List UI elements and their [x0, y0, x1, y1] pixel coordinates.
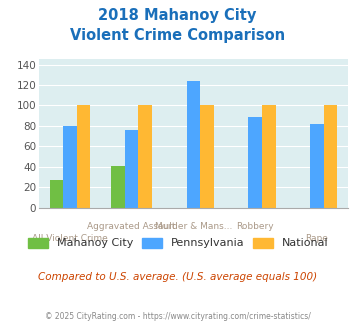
Text: Violent Crime Comparison: Violent Crime Comparison [70, 28, 285, 43]
Text: 2018 Mahanoy City: 2018 Mahanoy City [98, 8, 257, 23]
Bar [111, 166, 125, 208]
Bar [310, 124, 324, 208]
Bar [77, 106, 90, 208]
Text: Aggravated Assault: Aggravated Assault [87, 222, 176, 231]
Bar [187, 81, 200, 208]
Text: © 2025 CityRating.com - https://www.cityrating.com/crime-statistics/: © 2025 CityRating.com - https://www.city… [45, 312, 310, 321]
Bar [63, 126, 77, 208]
Text: Compared to U.S. average. (U.S. average equals 100): Compared to U.S. average. (U.S. average … [38, 272, 317, 282]
Bar [248, 117, 262, 208]
Text: Robbery: Robbery [236, 222, 274, 231]
Bar [125, 130, 138, 208]
Legend: Mahanoy City, Pennsylvania, National: Mahanoy City, Pennsylvania, National [23, 233, 333, 253]
Bar [138, 106, 152, 208]
Text: Murder & Mans...: Murder & Mans... [155, 222, 232, 231]
Bar [50, 180, 63, 208]
Bar [324, 106, 337, 208]
Text: All Violent Crime: All Violent Crime [32, 234, 108, 243]
Bar [200, 106, 214, 208]
Text: Rape: Rape [306, 234, 328, 243]
Bar [262, 106, 275, 208]
